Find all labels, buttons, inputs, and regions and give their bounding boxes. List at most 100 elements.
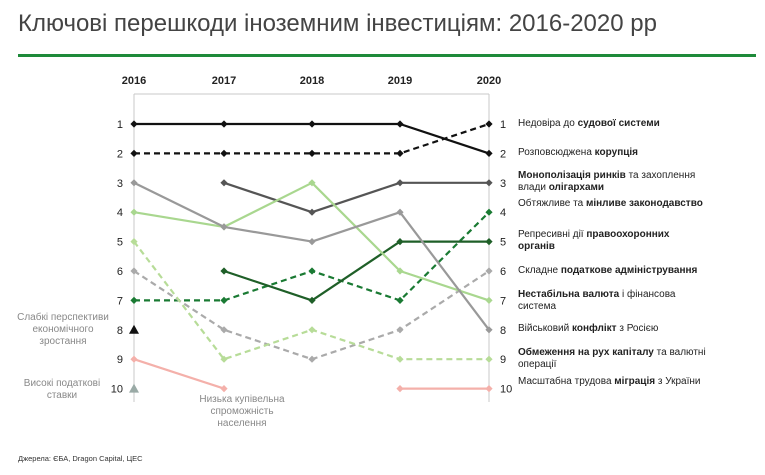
legend-label-4-part-1: Обтяжливе та [518,198,586,209]
series-4-point-2019 [396,296,404,304]
series-10-point-2017 [220,385,228,393]
legend-label-7: Нестабільна валюта і фінансова система [518,289,708,313]
legend-label-2-part-2: корупція [594,147,638,158]
series-line-10-seg1 [133,358,225,390]
rank-tick-right-2: 2 [500,148,506,160]
legend-label-7-part-2: і фінансова система [518,289,676,312]
title-underline [18,54,756,57]
series-line-4 [134,211,490,302]
series-5-point-2017 [220,267,228,275]
series-3-point-2020 [485,179,493,187]
rank-tick-right-3: 3 [500,178,506,190]
series-7-point-2018 [308,179,316,187]
series-6-point-2017 [220,326,228,334]
rank-tick-left-5: 5 [117,237,123,249]
series-4-point-2016 [130,296,138,304]
rank-tick-right-8: 8 [500,325,506,337]
series-3-point-2018 [308,208,316,216]
legend-label-1-part-2: судової системи [577,118,660,129]
series-line-2 [134,122,490,155]
series-2-point-2017 [220,149,228,157]
series-6-point-2020 [485,267,493,275]
rank-tick-left-6: 6 [117,266,123,278]
series-7-point-2016 [130,208,138,216]
series-2-point-2016 [130,149,138,157]
rank-tick-left-9: 9 [117,354,123,366]
rank-tick-right-10: 10 [500,384,512,396]
rank-tick-left-10: 10 [111,384,123,396]
series-1-point-2020 [485,149,493,157]
series-5-point-2020 [485,238,493,246]
series-6-point-2018 [308,355,316,363]
series-10-point-2020 [485,385,493,393]
series-line-1 [134,122,490,155]
legend-label-8-part-2: конфлікт [572,323,617,334]
series-1-point-2016 [130,120,138,128]
series-9-point-2016 [130,238,138,246]
legend-label-10: Масштабна трудова міграція з України [518,376,708,388]
rank-tick-right-5: 5 [500,237,506,249]
series-9-point-2020 [485,355,493,363]
rank-tick-right-9: 9 [500,354,506,366]
series-8-point-2019 [396,208,404,216]
year-label-2017: 2017 [212,75,236,87]
rank-tick-right-6: 6 [500,266,506,278]
series-8-point-2016 [130,179,138,187]
legend-label-10-part-2: міграція [614,376,656,387]
series-10-point-2019 [396,385,404,393]
series-5-point-2019 [396,238,404,246]
legend-label-4-part-2: мінливе законодавство [585,198,703,209]
rank-tick-left-7: 7 [117,295,123,307]
rank-tick-left-3: 3 [117,178,123,190]
legend-label-9-part-1: Обмеження на рух капіталу [518,347,654,358]
side-marker-triangle-2 [129,383,139,393]
page-title: Ключові перешкоди іноземним інвестиціям:… [18,10,657,37]
series-8-point-2020 [485,326,493,334]
legend-label-8-part-3: з Росією [616,323,659,334]
legend-label-9-part-2: та валютні операції [518,347,706,370]
source-note: Джерела: ЄБА, Dragon Capital, ЦЕС [18,454,143,463]
series-9-point-2018 [308,326,316,334]
series-10-point-2016 [130,355,138,363]
rank-tick-right-1: 1 [500,119,506,131]
series-7-point-2020 [485,296,493,304]
legend-label-1-part-1: Недовіра до [518,118,578,129]
series-2-point-2020 [485,120,493,128]
legend-label-3-part-2: та захоплення влади [518,170,696,193]
series-1-point-2019 [396,120,404,128]
series-4-point-2020 [485,208,493,216]
series-3-point-2017 [220,179,228,187]
legend-label-6-part-1: Складне [518,265,561,276]
legend-label-8: Військовий конфлікт з Росією [518,323,708,335]
series-line-8 [133,181,490,331]
series-6-point-2019 [396,326,404,334]
series-1-point-2017 [220,120,228,128]
legend-label-5: Репресивні дії правоохоронних органів [518,229,708,253]
legend-label-9: Обмеження на рух капіталу та валютні опе… [518,347,708,371]
series-2-point-2018 [308,149,316,157]
series-9-point-2017 [220,355,228,363]
legend-label-10-part-3: з України [655,376,701,387]
legend-label-4: Обтяжливе та мінливе законодавство [518,198,708,210]
side-marker-triangle-1 [129,324,139,334]
year-label-2020: 2020 [477,75,501,87]
series-8-point-2017 [220,223,228,231]
series-2-point-2019 [396,149,404,157]
legend-label-3: Монополізація ринків та захоплення влади… [518,170,708,194]
year-label-2019: 2019 [388,75,412,87]
rank-tick-left-8: 8 [117,325,123,337]
series-8-point-2018 [308,238,316,246]
legend-label-6-part-2: податкове адміністрування [560,265,698,276]
legend-label-5-part-2: правоохоронних органів [518,229,670,252]
series-1-point-2018 [308,120,316,128]
series-7-point-2019 [396,267,404,275]
year-label-2018: 2018 [300,75,324,87]
rank-tick-left-2: 2 [117,148,123,160]
series-4-point-2018 [308,267,316,275]
rank-tick-right-7: 7 [500,295,506,307]
legend-label-1: Недовіра до судової системи [518,118,708,130]
legend-label-10-part-1: Масштабна трудова [518,376,615,387]
series-5-point-2018 [308,296,316,304]
rank-tick-right-4: 4 [500,207,506,219]
